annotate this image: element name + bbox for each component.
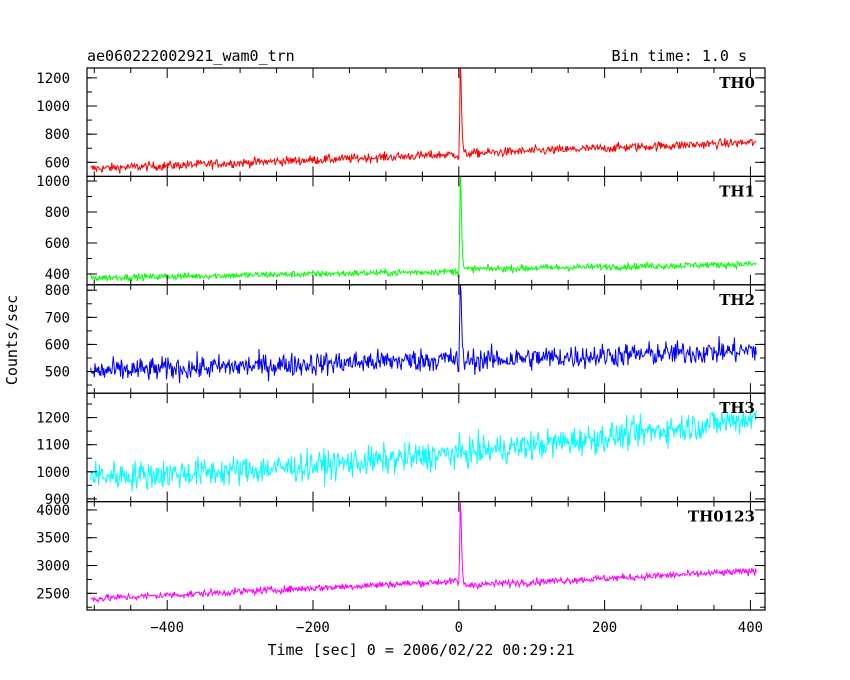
y-tick-label: 600 — [45, 155, 70, 171]
panel-name-th3: TH3 — [719, 399, 755, 417]
y-tick-label: 800 — [45, 205, 70, 221]
panel-frame — [86, 392, 766, 503]
panel-name-th2: TH2 — [719, 291, 755, 309]
y-tick-label: 1000 — [36, 99, 70, 115]
y-tick-label: 600 — [45, 337, 70, 353]
panel-name-th0: TH0 — [719, 74, 755, 92]
y-tick-label: 800 — [45, 127, 70, 143]
series-th1 — [90, 176, 757, 282]
y-tick-label: 800 — [45, 283, 70, 299]
y-tick-label: 1200 — [36, 411, 70, 427]
y-axis-label: Counts/sec — [3, 295, 21, 385]
y-tick-label: 1100 — [36, 438, 70, 454]
panel-th0: 600 800 1000 1200 TH0 — [36, 67, 766, 178]
x-tick-label: −400 — [150, 620, 184, 636]
y-tick-label: 1000 — [36, 465, 70, 481]
x-tick-label: 400 — [738, 620, 763, 636]
y-tick-label: 900 — [45, 492, 70, 508]
panel-name-th1: TH1 — [719, 182, 755, 200]
y-tick-label: 400 — [45, 267, 70, 283]
panel-th3: 900 1000 1100 1200 TH3 — [36, 392, 766, 508]
y-tick-label: 500 — [45, 365, 70, 381]
y-tick-label: 2500 — [36, 586, 70, 602]
panel-frame — [86, 67, 766, 178]
y-tick-label: 3500 — [36, 531, 70, 547]
y-tick-label: 4000 — [36, 503, 70, 519]
panel-th1: 400 600 800 1000 TH1 — [36, 174, 766, 286]
x-axis-label: Time [sec] 0 = 2006/02/22 00:29:21 — [267, 641, 574, 659]
chart-title: ae060222002921_wam0_trn — [87, 47, 295, 65]
panel-name-th0123: TH0123 — [688, 508, 755, 526]
panel-th2: 500 600 700 800 TH2 — [45, 283, 766, 394]
y-tick-label: 3000 — [36, 559, 70, 575]
series-th0 — [90, 68, 757, 174]
x-tick-label: 0 — [455, 620, 463, 636]
y-tick-label: 600 — [45, 236, 70, 252]
x-axis: −400 −200 0 200 400 — [150, 620, 763, 636]
y-tick-label: 1000 — [36, 174, 70, 190]
panel-frame — [86, 284, 766, 394]
x-tick-label: 200 — [592, 620, 617, 636]
panel-th0123: 2500 3000 3500 4000 TH0123 — [36, 501, 766, 611]
y-tick-label: 700 — [45, 310, 70, 326]
bin-time-label: Bin time: 1.0 s — [612, 47, 747, 65]
series-th0123 — [90, 501, 757, 604]
panels: 600 800 1000 1200 TH0 400 600 800 1000 TH1 500 600 7… — [36, 67, 766, 611]
panel-frame — [86, 501, 766, 611]
y-tick-label: 1200 — [36, 71, 70, 87]
series-th2 — [90, 284, 757, 384]
x-tick-label: −200 — [296, 620, 330, 636]
series-th3 — [90, 410, 757, 492]
